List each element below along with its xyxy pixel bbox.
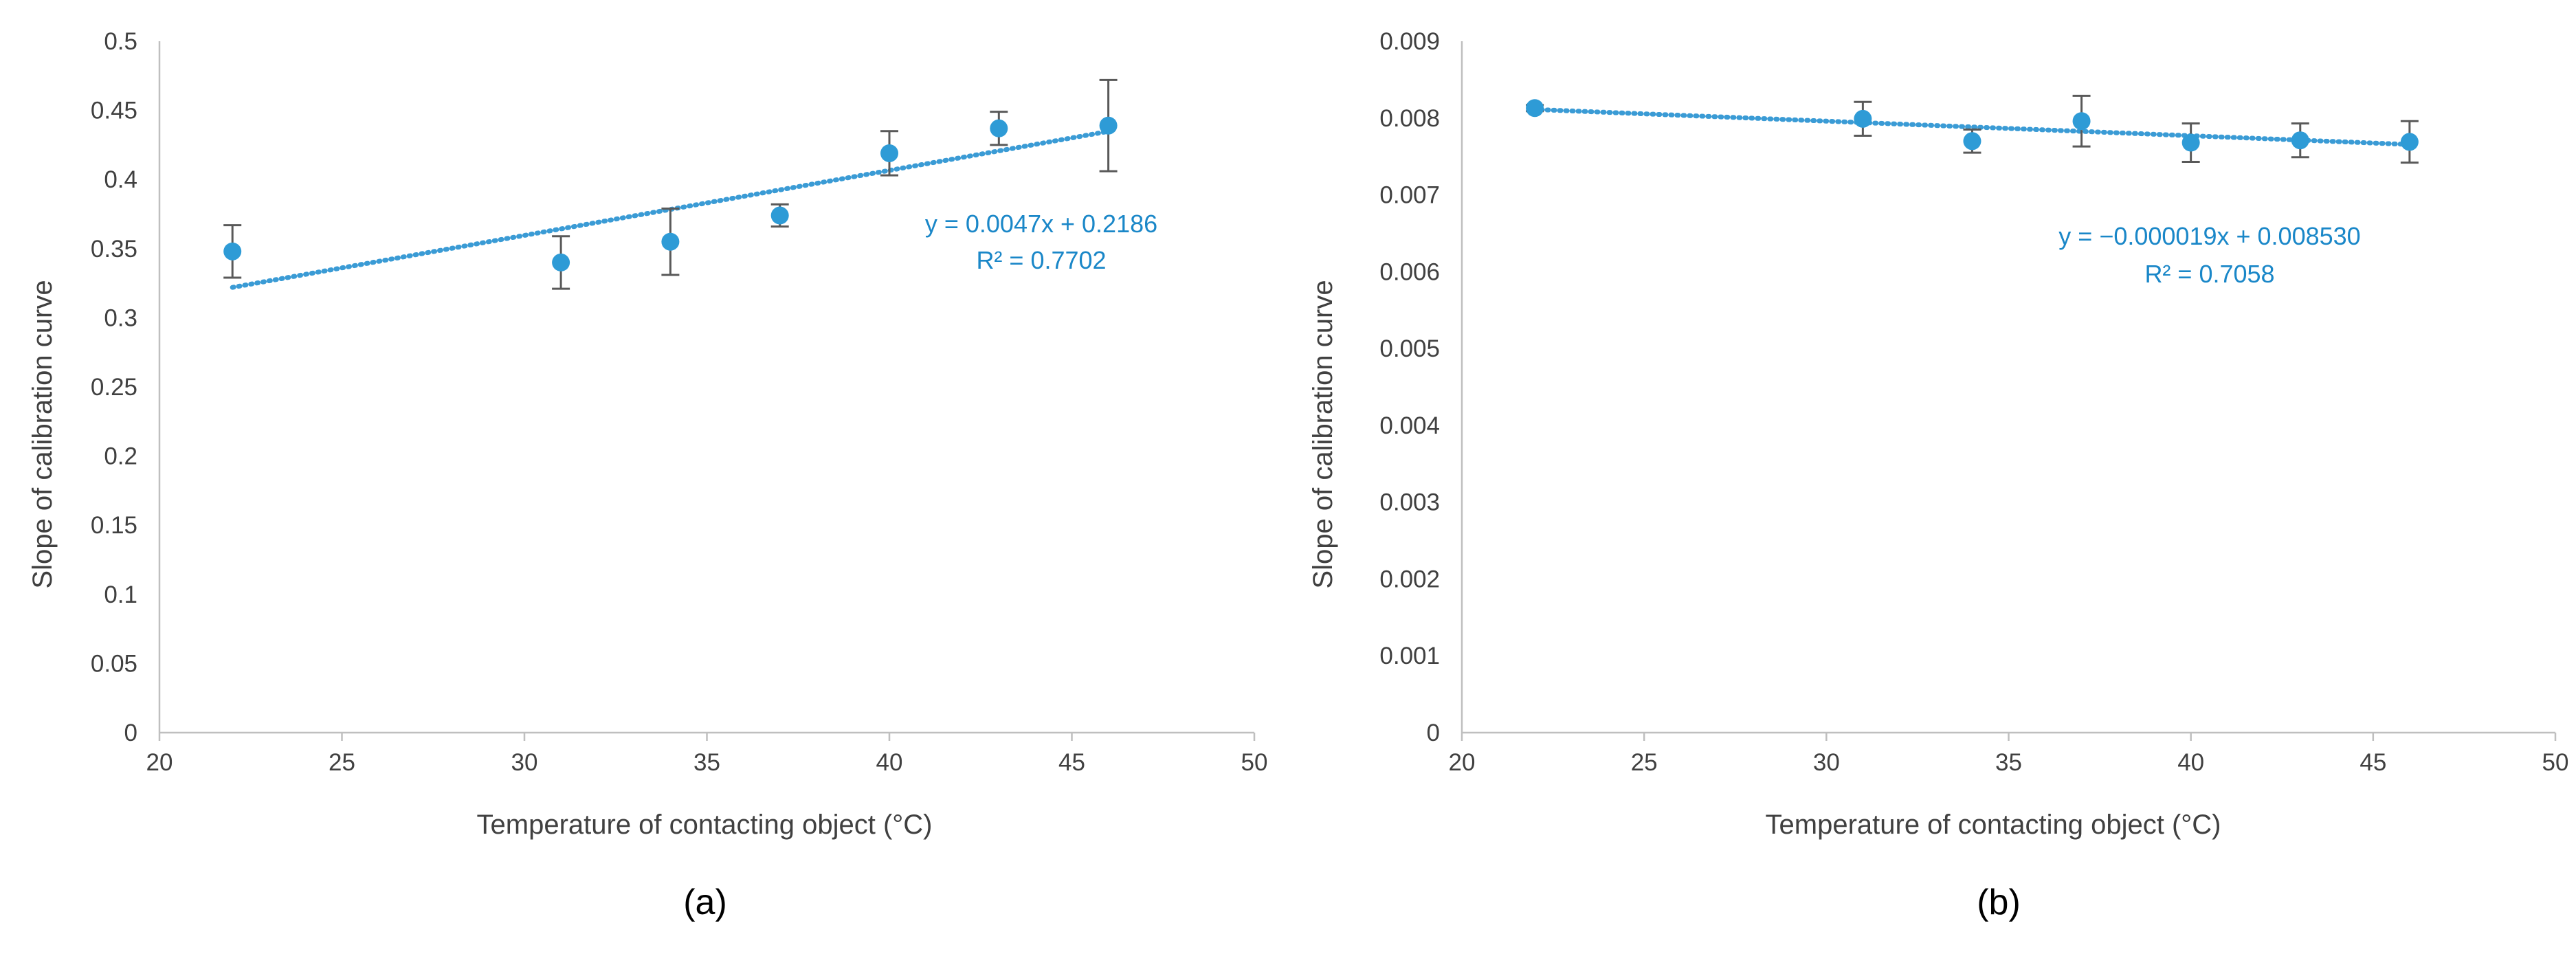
y-tick-label: 0.008 [1379,105,1440,132]
data-point [223,242,242,260]
data-point [661,232,680,251]
y-tick-label: 0.007 [1379,182,1440,209]
x-tick-label: 45 [2360,749,2386,776]
y-tick-label: 0.4 [104,166,137,193]
panel-label-b: (b) [1977,882,2021,922]
y-tick-label: 0.15 [91,512,137,539]
trendline-equation-a: y = 0.0047x + 0.2186 [925,210,1157,238]
chart-panel-a: Slope of calibration curve Temperature o… [27,28,1267,922]
data-point [990,119,1008,137]
y-tick-label: 0.3 [104,304,137,331]
panel-label-a: (a) [683,882,727,922]
x-tick-label: 40 [876,749,903,776]
trendline-equation-b: y = −0.000019x + 0.008530 [2058,222,2360,250]
y-axis-title-b: Slope of calibration curve [1308,280,1338,588]
data-point [1099,116,1118,135]
x-tick-label: 30 [1813,749,1840,776]
trendline [1532,107,2412,147]
x-tick-label: 20 [146,749,173,776]
y-tick-label: 0.5 [104,28,137,55]
y-tick-label: 0.009 [1379,28,1440,55]
x-tick-label: 20 [1449,749,1476,776]
y-tick-label: 0 [1427,720,1440,746]
data-point [2181,133,2200,152]
y-tick-label: 0.2 [104,443,137,470]
x-axis-title-a: Temperature of contacting object (°C) [477,810,933,840]
data-point [770,206,789,225]
data-point [1963,132,1981,151]
chart-panel-b: Slope of calibration curve Temperature o… [1308,28,2568,922]
y-tick-label: 0 [124,720,137,746]
data-point [552,253,570,271]
y-tick-label: 0.1 [104,581,137,608]
x-tick-label: 30 [511,749,538,776]
y-tick-label: 0.003 [1379,489,1440,516]
x-tick-label: 25 [1631,749,1658,776]
trendline-r2-a: R² = 0.7702 [976,246,1106,274]
x-tick-label: 50 [2542,749,2569,776]
x-tick-label: 35 [693,749,720,776]
x-axis-title-b: Temperature of contacting object (°C) [1766,810,2221,840]
data-point [1854,109,1872,128]
x-tick-label: 35 [1995,749,2022,776]
y-tick-label: 0.35 [91,236,137,263]
y-tick-label: 0.05 [91,650,137,677]
data-point [2072,112,2091,131]
x-tick-label: 40 [2177,749,2204,776]
x-tick-label: 50 [1241,749,1268,776]
y-tick-label: 0.45 [91,98,137,124]
y-tick-label: 0.001 [1379,643,1440,669]
data-point [2291,131,2309,150]
y-tick-label: 0.004 [1379,412,1440,439]
x-tick-label: 45 [1058,749,1085,776]
y-tick-label: 0.25 [91,374,137,401]
data-point [1526,99,1544,118]
x-tick-label: 25 [329,749,355,776]
trendline-r2-b: R² = 0.7058 [2144,260,2274,288]
data-point [2400,133,2419,151]
y-tick-label: 0.006 [1379,258,1440,285]
y-tick-label: 0.002 [1379,566,1440,592]
data-point [880,144,898,162]
y-tick-label: 0.005 [1379,335,1440,362]
y-axis-title-a: Slope of calibration curve [27,280,58,588]
